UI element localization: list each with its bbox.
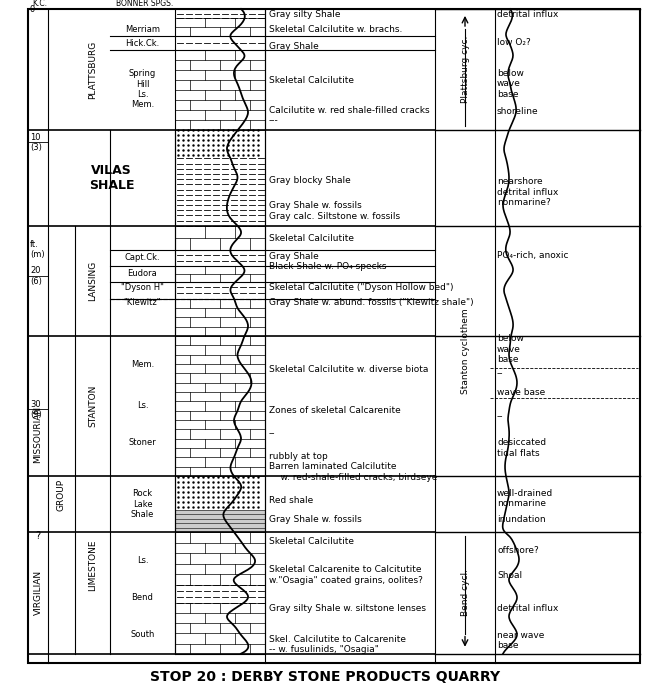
Text: Skeletal Calcilutite: Skeletal Calcilutite [269, 537, 354, 546]
Text: 0: 0 [30, 5, 35, 14]
Text: South: South [130, 630, 155, 639]
Text: --: -- [269, 428, 276, 437]
Text: 20
(6): 20 (6) [30, 266, 42, 285]
Bar [175, 9, 265, 19]
Bar [175, 282, 265, 299]
Text: rubbly at top
Barren laminated Calcilutite
    w. red-shale-filled cracks, birds: rubbly at top Barren laminated Calciluti… [269, 452, 437, 482]
Text: Mem.: Mem. [131, 359, 154, 368]
Bar [175, 19, 265, 36]
Text: Skeletal Calcarenite to Calcitutite
w."Osagia" coated grains, oolites?: Skeletal Calcarenite to Calcitutite w."O… [269, 565, 423, 585]
Text: K.C.: K.C. [32, 0, 47, 8]
Text: Merriam: Merriam [125, 25, 160, 34]
Text: Stoner: Stoner [129, 438, 157, 447]
Text: Gray blocky Shale: Gray blocky Shale [269, 176, 351, 185]
Text: Skel. Calcilutite to Calcarenite
-- w. fusulinids, "Osagia": Skel. Calcilutite to Calcarenite -- w. f… [269, 634, 406, 654]
Text: MISSOURIAN: MISSOURIAN [34, 406, 42, 463]
Text: shoreline: shoreline [497, 107, 539, 116]
Text: --: -- [497, 369, 504, 378]
Text: "Kiewitz": "Kiewitz" [124, 298, 161, 307]
Text: PLATTSBURG: PLATTSBURG [88, 41, 97, 99]
Text: Ls.: Ls. [136, 556, 148, 565]
Text: Bend cycl.: Bend cycl. [460, 569, 469, 616]
Bar [175, 36, 265, 50]
Text: Gray Shale: Gray Shale [269, 42, 318, 51]
Text: inundation: inundation [497, 515, 545, 524]
Bar [175, 532, 265, 585]
Text: BONNER SPGS.: BONNER SPGS. [116, 0, 174, 8]
Text: ?: ? [36, 531, 40, 541]
Bar [175, 603, 265, 654]
Text: ft.
(m): ft. (m) [30, 240, 45, 259]
Text: Spring
Hill
Ls.
Mem.: Spring Hill Ls. Mem. [129, 69, 156, 109]
Text: STOP 20 : DERBY STONE PRODUCTS QUARRY: STOP 20 : DERBY STONE PRODUCTS QUARRY [150, 670, 500, 684]
Text: Skeletal Calcilutite: Skeletal Calcilutite [269, 75, 354, 84]
Text: VIRGILIAN: VIRGILIAN [34, 570, 42, 616]
Text: Calcilutite w. red shale-filled cracks
---: Calcilutite w. red shale-filled cracks -… [269, 106, 430, 125]
Bar [175, 9, 265, 654]
Text: detrital influx: detrital influx [497, 10, 558, 19]
Bar [175, 50, 265, 131]
Text: 30
(9): 30 (9) [30, 399, 42, 419]
Text: below
wave
base: below wave base [497, 69, 524, 99]
Text: Bend: Bend [131, 593, 153, 602]
Text: below
wave
base: below wave base [497, 334, 524, 364]
Text: Skeletal Calcilutite: Skeletal Calcilutite [269, 234, 354, 243]
Text: GROUP: GROUP [57, 479, 66, 511]
Bar [175, 131, 265, 158]
Bar [175, 266, 265, 282]
Text: VILAS
SHALE: VILAS SHALE [89, 164, 135, 192]
Text: LIMESTONE: LIMESTONE [88, 539, 97, 591]
Text: detrital influx: detrital influx [497, 605, 558, 614]
Text: Gray silty Shale w. siltstone lenses: Gray silty Shale w. siltstone lenses [269, 605, 426, 614]
Text: Gray Shale
Black Shale w. PO₄ specks: Gray Shale Black Shale w. PO₄ specks [269, 252, 387, 271]
Text: Ls.: Ls. [136, 401, 148, 410]
Text: Shoal: Shoal [497, 571, 522, 580]
Text: Stanton cyclothem: Stanton cyclothem [460, 308, 469, 394]
Text: well-drained
nonmarine: well-drained nonmarine [497, 489, 553, 509]
Text: Eudora: Eudora [127, 269, 157, 278]
Bar [175, 158, 265, 226]
Bar [175, 299, 265, 476]
Text: PO₄-rich, anoxic: PO₄-rich, anoxic [497, 251, 569, 260]
Text: low O₂?: low O₂? [497, 38, 531, 47]
Text: nearshore
detrital influx
nonmarine?: nearshore detrital influx nonmarine? [497, 177, 558, 207]
Text: Hick.Ck.: Hick.Ck. [125, 39, 160, 48]
Text: Zones of skeletal Calcarenite: Zones of skeletal Calcarenite [269, 406, 401, 415]
Bar [175, 585, 265, 603]
Text: Rock
Lake
Shale: Rock Lake Shale [131, 489, 154, 519]
Bar [175, 476, 265, 510]
Text: Capt.Ck.: Capt.Ck. [125, 253, 161, 262]
Text: wave base: wave base [497, 388, 545, 397]
Text: Plattsburg cyc.: Plattsburg cyc. [460, 36, 469, 104]
Text: near wave
base: near wave base [497, 631, 545, 650]
Bar [175, 510, 265, 532]
Text: Gray Shale w. fossils
Gray calc. Siltstone w. fossils: Gray Shale w. fossils Gray calc. Siltsto… [269, 201, 400, 220]
Text: desiccated
tidal flats: desiccated tidal flats [497, 438, 546, 458]
Text: "Dyson H": "Dyson H" [121, 283, 164, 292]
Text: STANTON: STANTON [88, 385, 97, 427]
Text: Gray Shale w. fossils: Gray Shale w. fossils [269, 515, 362, 524]
Text: Red shale: Red shale [269, 496, 313, 505]
Bar [175, 226, 265, 250]
Bar [175, 250, 265, 266]
Text: 10
(3): 10 (3) [30, 133, 42, 152]
Text: Gray Shale w. abund. fossils ("Kiewitz shale"): Gray Shale w. abund. fossils ("Kiewitz s… [269, 298, 474, 307]
Text: --: -- [497, 412, 504, 421]
Text: Skeletal Calcilutite w. diverse biota: Skeletal Calcilutite w. diverse biota [269, 365, 428, 374]
Text: offshore?: offshore? [497, 547, 539, 556]
Text: Skeletal Calcilutite w. brachs.: Skeletal Calcilutite w. brachs. [269, 25, 402, 34]
Text: LANSING: LANSING [88, 261, 97, 301]
Text: Gray silty Shale: Gray silty Shale [269, 10, 341, 19]
Text: Skeletal Calcilutite ("Dyson Hollow bed"): Skeletal Calcilutite ("Dyson Hollow bed"… [269, 283, 454, 292]
